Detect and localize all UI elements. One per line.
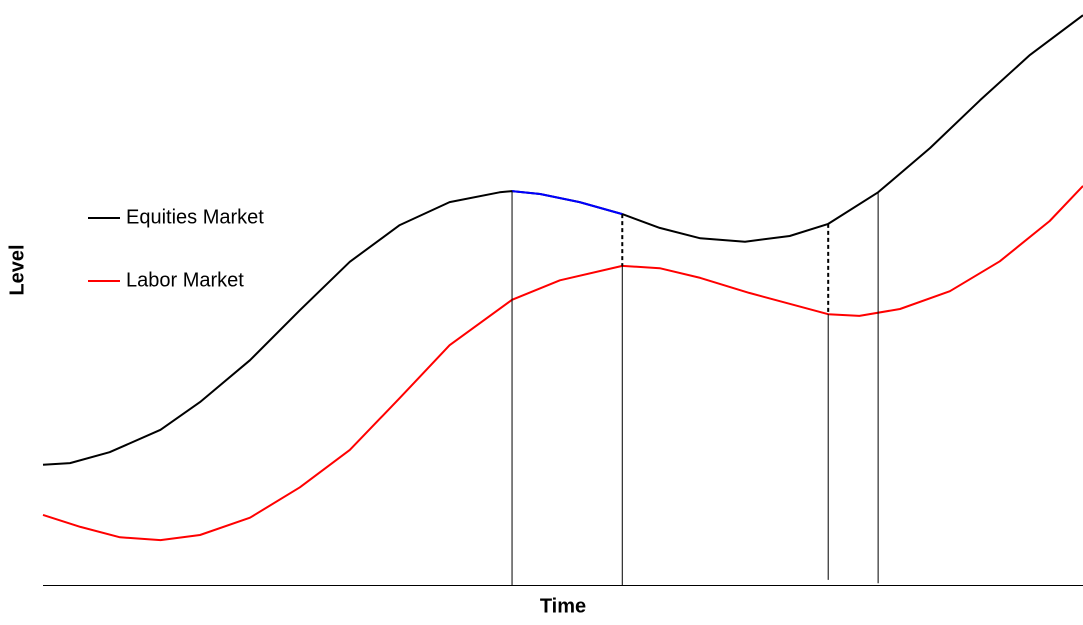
x-axis-title: Time: [540, 595, 586, 617]
series-line: [42, 14, 1083, 466]
y-axis-title: Level: [6, 244, 28, 295]
series-line: [42, 185, 1083, 542]
legend-label: Equities Market: [126, 206, 264, 228]
legend-label: Labor Market: [126, 269, 244, 291]
series-line: [511, 190, 623, 216]
